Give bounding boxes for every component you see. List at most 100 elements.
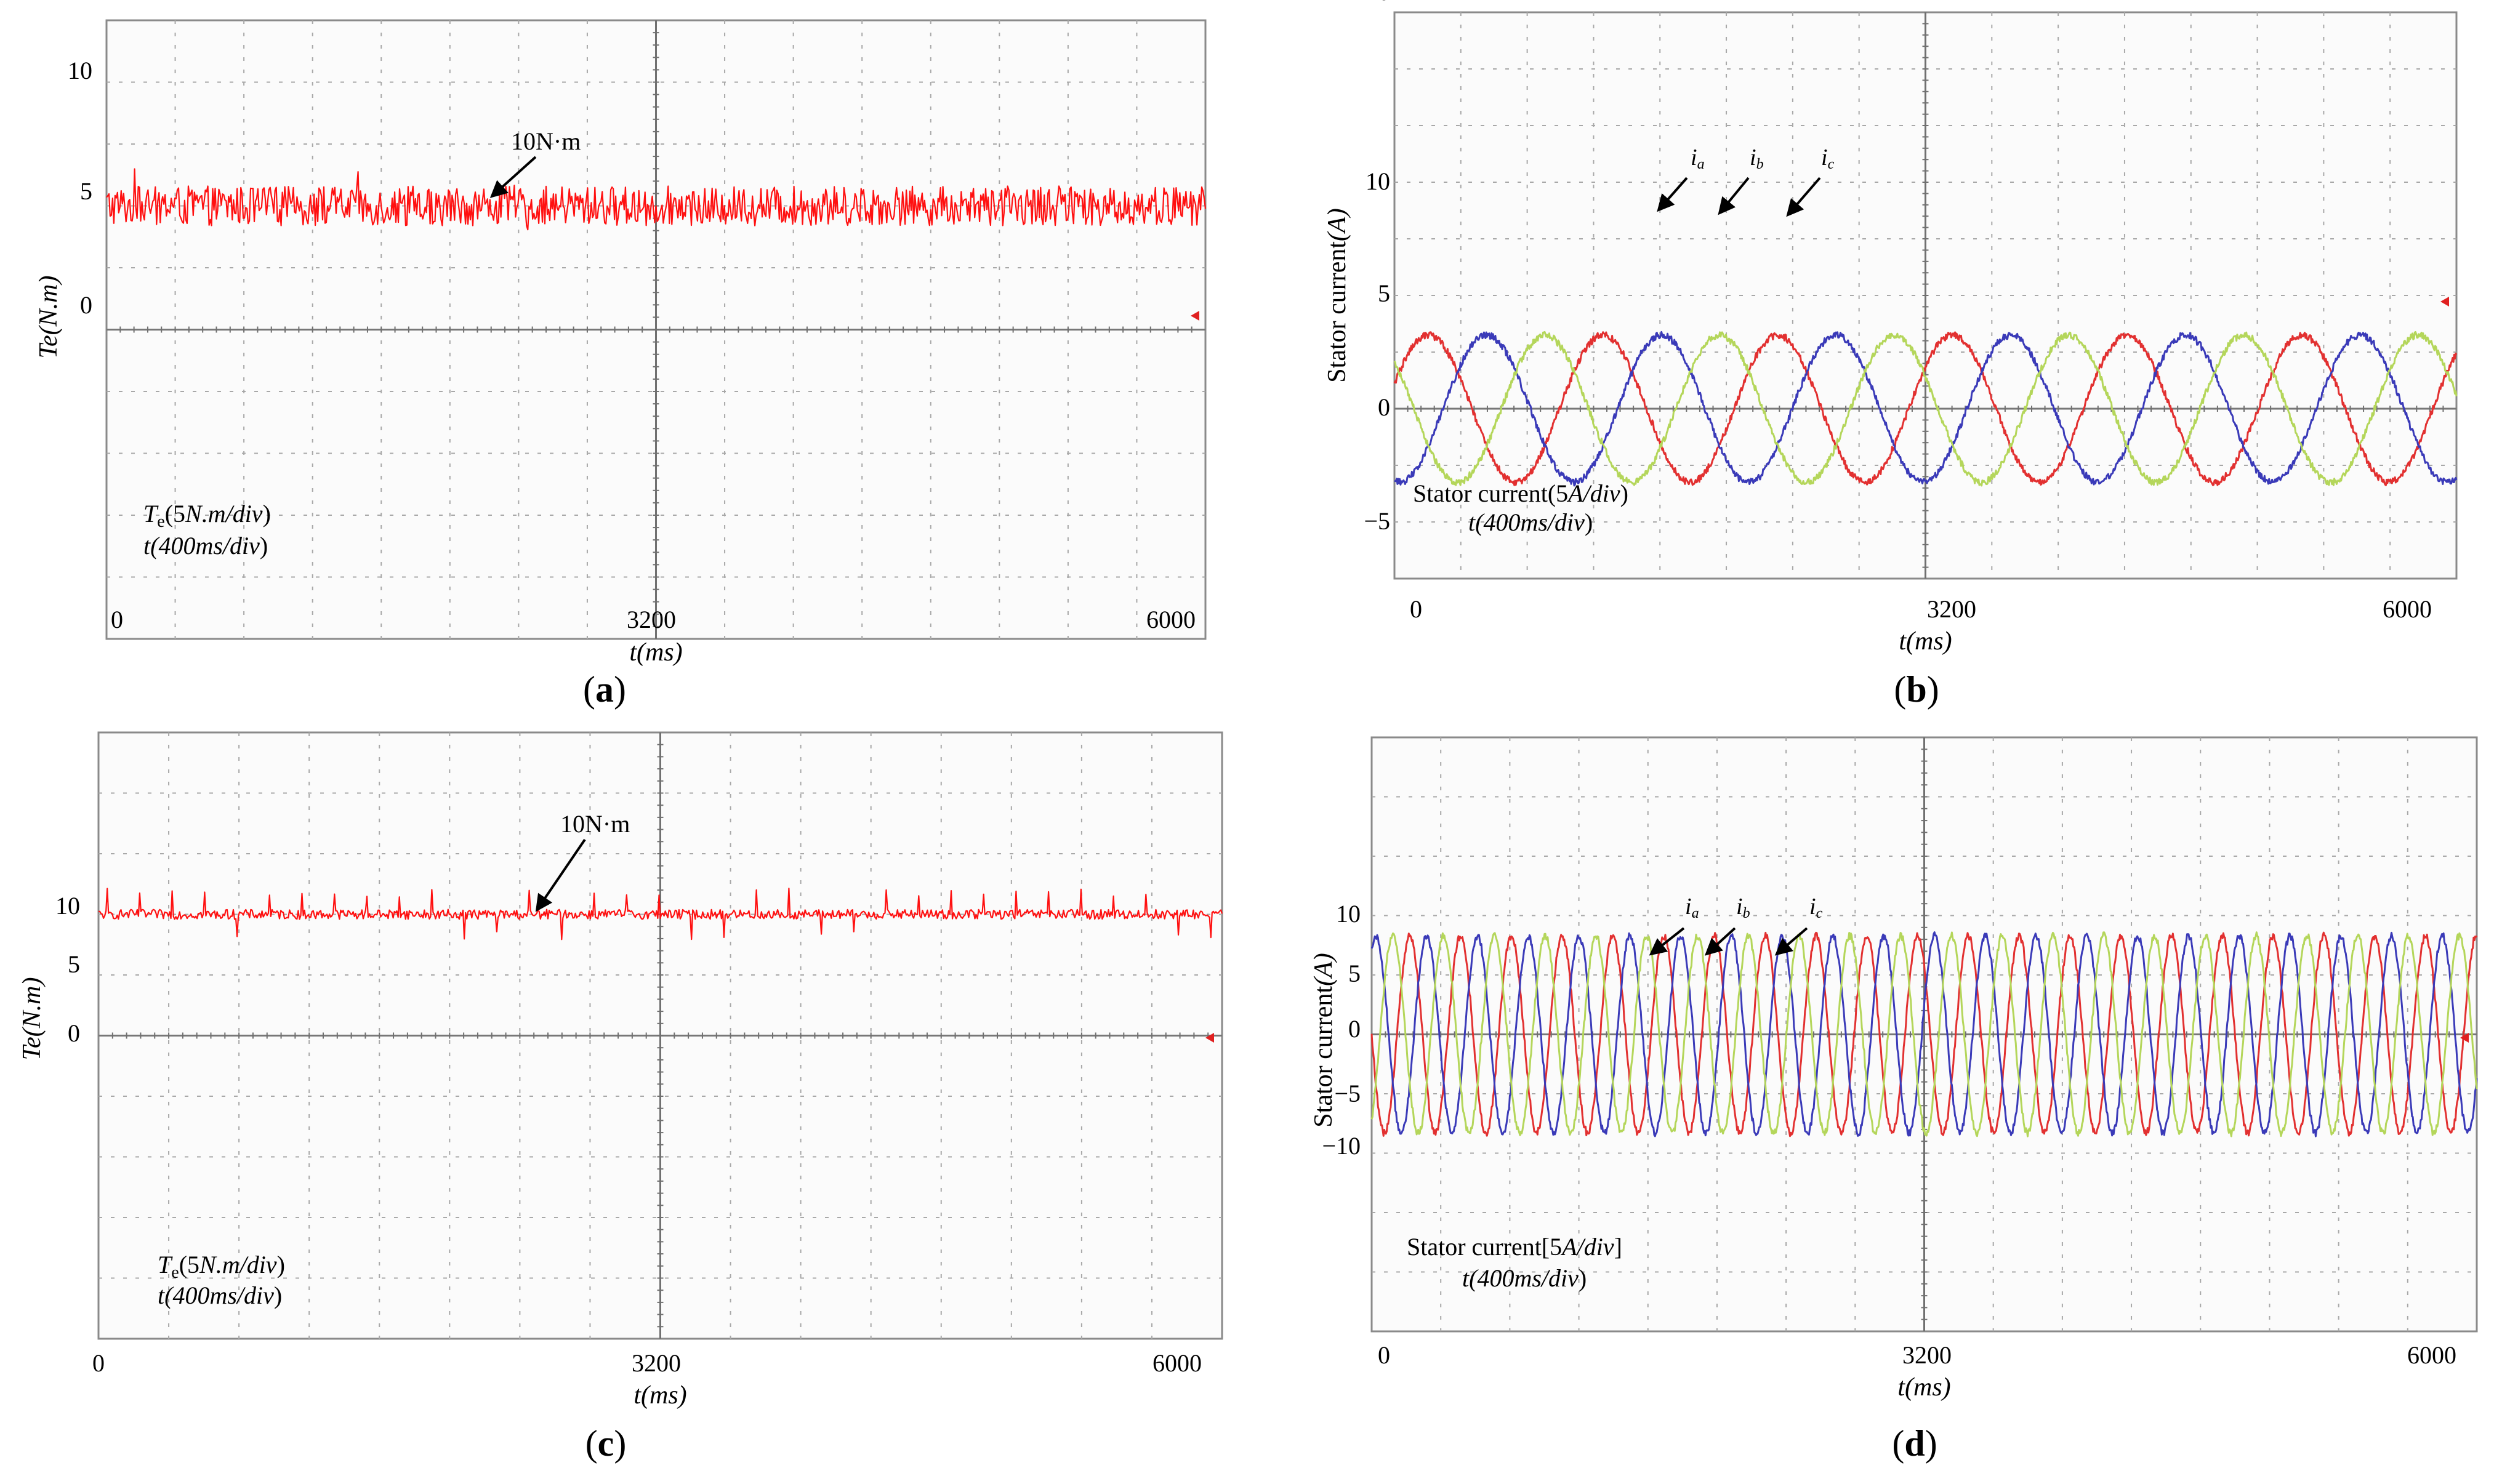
y-tick-label: −5 xyxy=(1364,507,1390,535)
x-axis-label-var: t xyxy=(1897,1373,1905,1402)
caption-letter: b xyxy=(1906,669,1926,710)
scale-info-line1-main: T xyxy=(158,1251,173,1278)
scale-info-line2-main: t( xyxy=(158,1281,174,1309)
caption-open: ( xyxy=(1892,1423,1904,1464)
y-tick-label: 10 xyxy=(68,57,92,84)
phase-label-c: ic xyxy=(1821,145,1835,172)
x-axis-label: t(ms) xyxy=(634,1381,686,1410)
panel-caption: (a) xyxy=(583,669,626,710)
phase-label-sub: c xyxy=(1828,156,1835,172)
x-tick-label: 3200 xyxy=(627,606,676,633)
phase-label-var: i xyxy=(1750,145,1756,170)
x-axis-label: t(ms) xyxy=(1897,1373,1950,1402)
scale-info-line1-unit: A/div xyxy=(1566,479,1620,507)
scale-info-line2-close: ) xyxy=(274,1281,282,1309)
y-axis-label: Te(N.m) xyxy=(18,977,46,1061)
zero-level-marker xyxy=(2460,1033,2469,1043)
x-tick-label: 3200 xyxy=(1927,595,1976,623)
phase-label-b: ib xyxy=(1750,145,1764,172)
phase-label-sub: b xyxy=(1756,156,1764,172)
scale-info-line2-main: t( xyxy=(143,532,160,560)
zero-level-marker xyxy=(2440,297,2449,307)
scale-info-line2: t(400ms/div) xyxy=(143,532,268,560)
zero-level-marker xyxy=(1191,311,1199,321)
scale-info-line1-close: ] xyxy=(1614,1233,1622,1261)
phase-label-var: i xyxy=(1685,894,1692,920)
scale-info-line1-rest: (5 xyxy=(165,500,185,527)
phase-label-sub: c xyxy=(1816,905,1823,921)
x-tick-label: 0 xyxy=(1378,1341,1390,1369)
y-axis-label-main: Stator current xyxy=(1309,986,1338,1128)
scale-info-line1-main: Stator current xyxy=(1413,479,1548,507)
y-axis-label: Stator current(A) xyxy=(1309,953,1338,1127)
y-axis-label-main: Te xyxy=(34,335,63,358)
caption-letter: d xyxy=(1904,1423,1925,1464)
x-tick-label: 3200 xyxy=(1902,1341,1952,1369)
x-tick-label: 0 xyxy=(92,1349,105,1377)
y-tick-label: 10 xyxy=(1366,167,1390,195)
x-tick-label: 0 xyxy=(111,606,123,633)
panel-caption: (d) xyxy=(1892,1423,1937,1464)
scale-info-line2-unit: 400ms/div xyxy=(1483,508,1585,536)
chart-panel-d: 10 5 0 −5 −10 0 3200 6000 t(ms) Stator current(A)… xyxy=(1309,736,2478,1464)
zero-level-marker xyxy=(1205,1033,1214,1043)
x-tick-label: 0 xyxy=(1410,595,1422,623)
phase-arrow-b xyxy=(1704,927,1736,956)
scale-info-line1-close: ) xyxy=(263,500,271,527)
x-axis-label: t(ms) xyxy=(629,638,682,667)
scale-info-line1-unit: N.m/div xyxy=(185,500,263,527)
phase-label-var: i xyxy=(1736,894,1743,920)
caption-letter: a xyxy=(595,669,614,710)
y-tick-label: 0 xyxy=(1348,1015,1361,1043)
y-tick-label: 10 xyxy=(55,892,80,920)
phase-label-sub: b xyxy=(1743,905,1750,921)
y-tick-label: −10 xyxy=(1322,1132,1361,1160)
phase-label-var: i xyxy=(1691,145,1697,170)
scale-info-line1-main: T xyxy=(143,500,159,527)
y-tick-label: 5 xyxy=(68,950,80,978)
y-axis-label-unit: (N.m) xyxy=(34,276,63,335)
y-axis-label: Te(N.m) xyxy=(34,276,63,359)
x-tick-label: 6000 xyxy=(1146,606,1196,633)
scale-info-line2-main: t( xyxy=(1462,1264,1479,1292)
y-axis-label-unit: (A) xyxy=(1323,208,1351,241)
y-tick-label: −10 xyxy=(1351,0,1390,6)
scale-info-line1-unit: N.m/div xyxy=(199,1251,277,1278)
scale-info-line2-unit: 400ms/div xyxy=(1477,1264,1579,1292)
y-tick-label: 5 xyxy=(1348,960,1361,987)
caption-close: ) xyxy=(1927,669,1939,710)
scale-info-line1: Te(5N.m/div) xyxy=(143,500,271,531)
y-tick-label: 5 xyxy=(80,177,92,205)
phase-label-var: i xyxy=(1821,145,1828,170)
series-line-ic xyxy=(1393,331,2458,487)
caption-close: ) xyxy=(614,1423,626,1464)
scale-info-line1-sub: e xyxy=(171,1263,179,1282)
caption-close: ) xyxy=(614,669,626,710)
scale-info-line1-unit: A/div xyxy=(1560,1233,1614,1261)
panel-caption: (c) xyxy=(585,1423,627,1464)
scale-info-line1-rest: (5 xyxy=(1548,479,1568,507)
caption-open: ( xyxy=(585,1423,598,1464)
x-axis-label-unit: (ms) xyxy=(1906,627,1952,656)
x-axis-label-var: t xyxy=(634,1381,642,1410)
caption-open: ( xyxy=(1894,669,1906,710)
scale-info-line1-main: Stator current[5 xyxy=(1407,1233,1562,1261)
caption-close: ) xyxy=(1925,1423,1937,1464)
series-line-Te xyxy=(106,168,1207,231)
series-line-Te xyxy=(98,888,1223,941)
x-axis-label-var: t xyxy=(1899,627,1907,656)
scale-info-line2: t(400ms/div) xyxy=(1468,508,1593,536)
phase-label-var: i xyxy=(1809,894,1816,920)
phase-arrow-c xyxy=(1786,177,1821,217)
phase-arrow-b xyxy=(1718,177,1750,215)
y-tick-label: 0 xyxy=(80,291,92,319)
x-axis-label-unit: (ms) xyxy=(637,638,683,667)
scale-info-line2-unit: 400ms/div xyxy=(158,532,260,560)
caption-open: ( xyxy=(583,669,595,710)
phase-arrow-a xyxy=(1649,927,1685,956)
x-tick-label: 6000 xyxy=(2383,595,2432,623)
phase-label-b: ib xyxy=(1736,894,1750,921)
x-tick-label: 3200 xyxy=(632,1349,681,1377)
scale-info-line1: Stator current(5A/div) xyxy=(1413,479,1628,507)
